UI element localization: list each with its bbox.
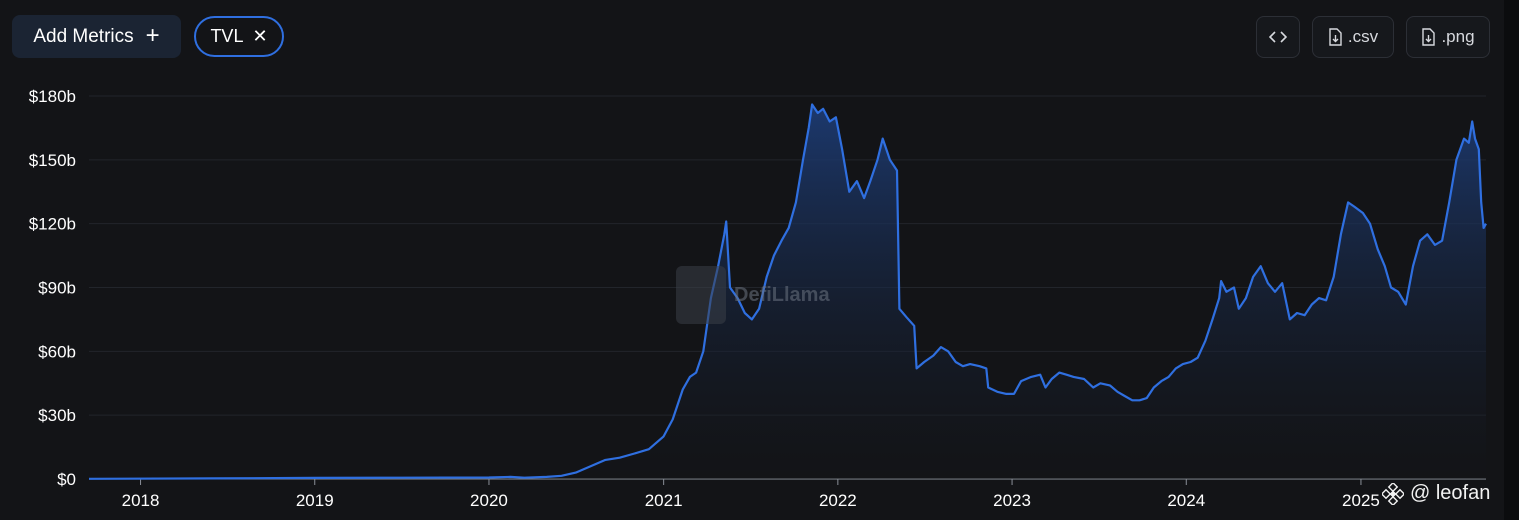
- close-icon[interactable]: ✕: [252, 26, 268, 46]
- y-tick-label: $180b: [29, 87, 76, 106]
- y-tick-label: $120b: [29, 215, 76, 234]
- plus-icon: +: [145, 21, 160, 49]
- y-tick-label: $0: [57, 470, 76, 489]
- download-png-button[interactable]: .png: [1406, 16, 1490, 58]
- add-metrics-button[interactable]: Add Metrics +: [12, 15, 181, 58]
- x-tick-label: 2020: [470, 491, 508, 510]
- csv-label: .csv: [1347, 27, 1379, 46]
- x-tick-label: 2021: [645, 491, 683, 510]
- y-tick-label: $60b: [38, 342, 76, 361]
- tvl-line: [88, 103, 1487, 480]
- defillama-logo-icon: [676, 266, 726, 324]
- code-icon: [1269, 31, 1287, 43]
- credit: @ leofan: [1382, 482, 1490, 505]
- binance-logo-icon: [1382, 482, 1404, 505]
- file-download-icon: [1329, 28, 1342, 46]
- tvl-area: [89, 104, 1486, 479]
- add-metrics-label: Add Metrics: [33, 25, 134, 47]
- png-label: .png: [1441, 27, 1475, 46]
- x-tick-label: 2025: [1342, 491, 1380, 510]
- x-tick-label: 2022: [819, 491, 857, 510]
- watermark-text: DefiLlama: [734, 283, 830, 306]
- metric-chip-tvl: TVL ✕: [194, 16, 284, 57]
- metric-chip-label: TVL: [210, 26, 244, 46]
- x-tick-label: 2024: [1167, 491, 1205, 510]
- y-tick-label: $30b: [38, 406, 76, 425]
- x-tick-label: 2018: [122, 491, 160, 510]
- y-tick-label: $150b: [29, 151, 76, 170]
- file-download-icon: [1422, 28, 1436, 46]
- x-tick-label: 2023: [993, 491, 1031, 510]
- download-csv-button[interactable]: .csv: [1312, 16, 1394, 58]
- y-tick-label: $90b: [38, 279, 76, 298]
- x-tick-label: 2019: [296, 491, 334, 510]
- credit-text: @ leofan: [1410, 482, 1491, 504]
- watermark: DefiLlama: [676, 266, 830, 324]
- embed-button[interactable]: [1256, 16, 1300, 58]
- page-edge: [1504, 0, 1519, 520]
